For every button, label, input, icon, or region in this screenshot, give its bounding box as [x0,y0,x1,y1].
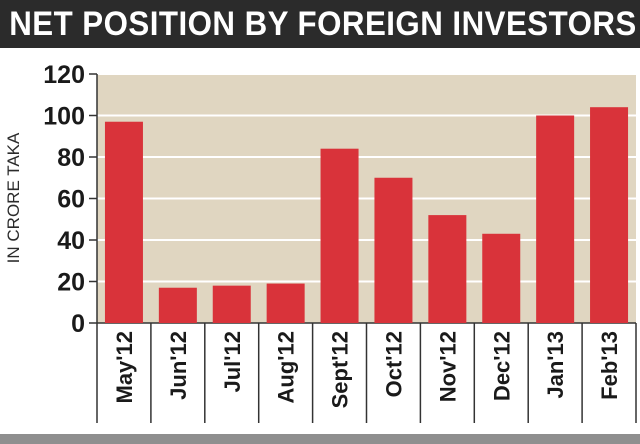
x-tick-label: Sept'12 [328,331,353,408]
y-tick-label: 40 [57,227,85,255]
y-tick-label: 120 [43,61,85,89]
bar-chart: 0 20 40 60 80 100 120 May'12 Jun'12 Jul'12 Aug'12 S… [43,61,637,423]
bar [536,115,575,323]
y-tick-label: 60 [57,186,85,214]
y-tick-label: 80 [57,144,85,172]
bar [266,283,305,323]
bar [104,121,143,323]
x-tick-label: May'12 [112,331,137,404]
bottom-strip [0,434,640,444]
bar [482,233,521,323]
x-tick-label: Feb'13 [597,331,622,400]
y-tick-label: 20 [57,269,85,297]
x-tick-label: Dec'12 [489,331,514,401]
x-tick-label: Aug'12 [274,331,299,403]
bar [212,285,251,323]
bar [428,215,467,323]
y-tick-label: 100 [43,103,85,131]
x-tick-label: Jul'12 [220,331,245,393]
bar [374,177,413,323]
x-tick-label: Oct'12 [381,331,406,397]
bar [320,148,359,323]
title-bar: NET POSITION BY FOREIGN INVESTORS [0,0,640,48]
y-tick-label: 0 [71,310,85,338]
x-tick-label: Jan'13 [543,331,568,399]
bar [590,107,629,323]
chart-title: NET POSITION BY FOREIGN INVESTORS [9,4,637,43]
x-tick-label: Jun'12 [166,331,191,400]
bar [158,287,197,323]
x-tick-label: Nov'12 [435,331,460,402]
